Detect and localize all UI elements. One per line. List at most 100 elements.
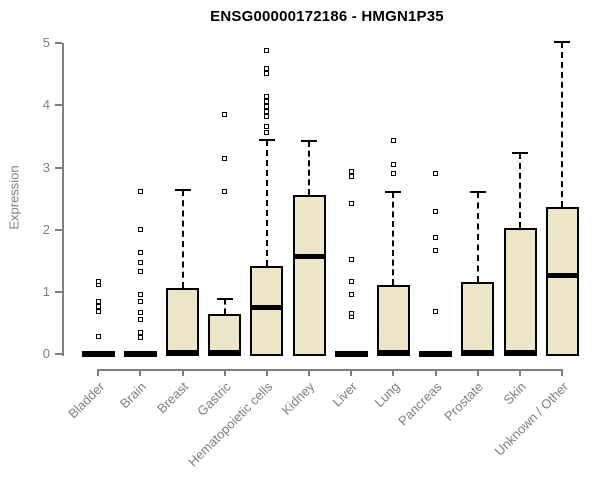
median-unknown-other [545, 272, 579, 278]
outlier-point [264, 109, 270, 115]
x-tick-label-prostate: Prostate [441, 379, 487, 424]
whisker-unknown-other [561, 42, 564, 207]
flat-box-bladder [81, 351, 115, 357]
flat-box-brain [123, 351, 157, 357]
x-tick [561, 369, 564, 376]
x-tick [476, 369, 479, 376]
outlier-point [264, 114, 270, 120]
outlier-point [137, 292, 143, 298]
outlier-point [264, 47, 270, 53]
box-skin [503, 228, 537, 356]
outlier-point [137, 334, 143, 340]
outlier-point [137, 227, 143, 233]
whisker-skin [519, 152, 521, 229]
y-tick [55, 353, 62, 355]
y-tick-label: 0 [42, 346, 50, 361]
median-breast [166, 349, 200, 355]
median-skin [503, 349, 537, 355]
outlier-point [137, 329, 143, 335]
outlier-point [390, 171, 396, 177]
whisker-cap-lung [385, 191, 402, 194]
median-lung [376, 350, 410, 356]
outlier-point [264, 70, 270, 76]
outlier-point [348, 201, 354, 207]
outlier-point [137, 259, 143, 265]
outlier-point [137, 310, 143, 316]
median-gastric [208, 349, 242, 355]
outlier-point [95, 309, 101, 315]
y-tick-label: 4 [42, 97, 50, 113]
box-unknown-other [545, 206, 579, 356]
chart-title: ENSG00000172186 - HMGN1P35 [210, 8, 444, 25]
x-tick [181, 369, 184, 376]
y-tick-label: 2 [42, 221, 50, 237]
outlier-point [95, 334, 101, 340]
outlier-point [433, 309, 439, 315]
x-tick-label-bladder: Bladder [64, 379, 107, 422]
outlier-point [264, 99, 270, 105]
x-tick [97, 369, 100, 376]
whisker-prostate [476, 191, 479, 282]
whisker-breast [181, 189, 184, 289]
outlier-point [137, 299, 143, 305]
x-axis-line [97, 369, 564, 371]
y-tick [55, 290, 62, 293]
outlier-point [137, 189, 143, 195]
box-prostate [461, 281, 495, 356]
whisker-cap-gastric [216, 298, 233, 301]
median-prostate [461, 350, 495, 356]
whisker-lung [392, 192, 395, 285]
whisker-cap-prostate [469, 190, 486, 193]
x-tick [392, 369, 395, 376]
x-tick [519, 369, 521, 376]
outlier-point [433, 208, 439, 214]
y-tick-label: 3 [42, 159, 50, 175]
outlier-point [433, 247, 439, 253]
outlier-point [95, 278, 101, 284]
outlier-point [348, 291, 354, 297]
x-tick-label-skin: Skin [500, 379, 529, 408]
outlier-point [222, 112, 228, 118]
whisker-cap-skin [512, 151, 528, 154]
y-axis-line [62, 43, 64, 356]
outlier-point [348, 174, 354, 180]
outlier-point [264, 129, 270, 135]
outlier-point [348, 169, 354, 175]
whisker-hematopoietic-cells [265, 140, 268, 266]
y-tick [55, 166, 62, 169]
x-tick-label-kidney: Kidney [279, 379, 318, 418]
outlier-point [264, 94, 270, 100]
x-tick [350, 369, 353, 376]
outlier-point [433, 171, 439, 177]
outlier-point [137, 249, 143, 255]
box-gastric [208, 314, 242, 356]
outlier-point [390, 161, 396, 167]
flat-box-liver [334, 351, 368, 357]
median-kidney [292, 253, 326, 259]
box-kidney [292, 194, 326, 356]
y-tick [55, 228, 62, 231]
outlier-point [348, 311, 354, 317]
x-tick [434, 369, 437, 376]
outlier-point [95, 299, 101, 305]
x-tick-label-brain: Brain [117, 379, 150, 412]
box-lung [376, 285, 410, 356]
x-tick [139, 369, 142, 376]
x-tick-label-breast: Breast [154, 379, 192, 417]
x-tick [308, 369, 311, 376]
whisker-kidney [308, 141, 311, 195]
outlier-point [137, 316, 143, 322]
outlier-point [348, 278, 354, 284]
x-tick-label-unknown-other: Unknown / Other [491, 379, 571, 459]
x-tick-label-lung: Lung [371, 379, 403, 411]
outlier-point [222, 156, 228, 162]
y-tick [55, 42, 62, 45]
box-hematopoietic-cells [250, 265, 284, 356]
outlier-point [137, 269, 143, 275]
outlier-point [264, 104, 270, 110]
outlier-point [222, 189, 228, 195]
y-tick [55, 104, 62, 107]
whisker-cap-hematopoietic-cells [258, 139, 275, 142]
x-tick [265, 369, 268, 376]
